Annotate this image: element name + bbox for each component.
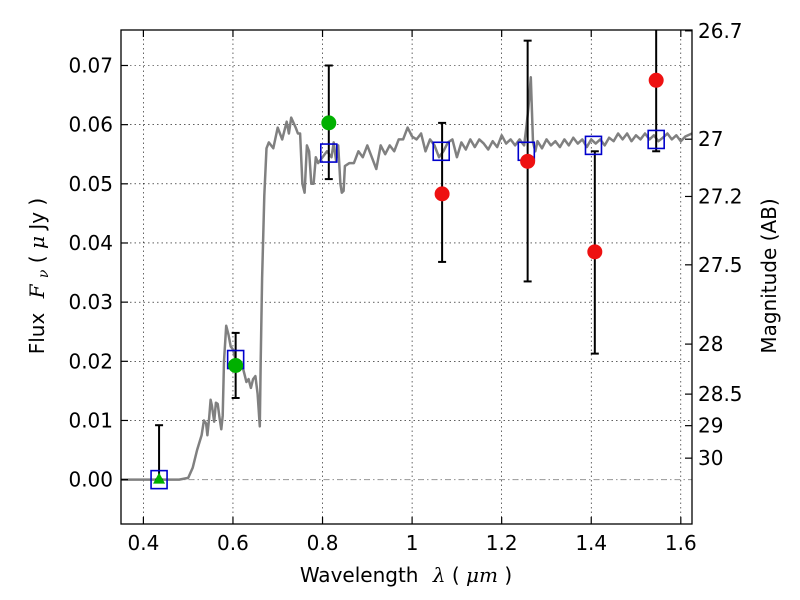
error-bars [155, 30, 661, 481]
x-tick-label: 1 [406, 531, 419, 555]
mag-tick-label: 27.5 [698, 253, 743, 277]
y-tick-label: 0.04 [68, 231, 113, 255]
x-tick-label: 0.4 [127, 531, 159, 555]
model-square-marker [584, 135, 603, 156]
y-tick-label: 0.00 [68, 468, 113, 492]
y-axis-label-open: ( [25, 249, 49, 263]
x-tick-label: 0.6 [217, 531, 249, 555]
sed-curve-layer [121, 76, 693, 481]
y-tick-label: 0.06 [68, 113, 113, 137]
y-axis-label-sub: ν [36, 269, 52, 278]
plot-frame [120, 29, 693, 525]
mag-tick-label: 27 [698, 127, 723, 151]
y-tick-label: 0.02 [68, 349, 113, 373]
y-axis-label-close: ) [25, 198, 49, 206]
mag-tick-label: 28 [698, 332, 723, 356]
y-axis-label-unit: μ [25, 236, 49, 249]
y-ticks: 0.00 0.01 0.02 0.03 0.04 0.05 0.06 0.07 [68, 53, 128, 492]
y-axis-label-symbol: F [25, 283, 49, 299]
y-tick-label: 0.05 [68, 172, 113, 196]
x-axis-label-close: ) [504, 563, 512, 587]
mag-tick-label: 27.2 [698, 184, 743, 208]
grid [121, 30, 692, 524]
y-axis-label: Flux F ν ( μ Jy ) [25, 198, 53, 355]
x-tick-label: 1.2 [486, 531, 518, 555]
y-tick-label: 0.01 [68, 408, 113, 432]
y-axis-label-prefix: Flux [25, 313, 49, 355]
x-axis-label-open: ( [452, 563, 460, 587]
observed-circle-marker [587, 244, 603, 260]
model-square-marker [647, 129, 665, 150]
observed-circle-marker [228, 357, 244, 373]
x-axis-label-prefix: Wavelength [300, 563, 419, 587]
model-square-marker [432, 141, 451, 162]
x-axis-label-symbol: λ [432, 563, 446, 587]
observed-circle-marker [321, 115, 337, 131]
observed-circle-marker [520, 153, 536, 169]
x-tick-label: 1.4 [575, 531, 607, 555]
observed-circle-marker [434, 186, 450, 202]
mag-tick-label: 30 [698, 446, 723, 470]
mag-tick-label: 28.5 [698, 382, 743, 406]
mag-tick-label: 26.7 [698, 19, 743, 43]
model-square-marker [319, 143, 338, 163]
x-ticks: 0.4 0.6 0.8 1 1.2 1.4 1.6 [127, 30, 697, 555]
observed-markers [153, 72, 664, 484]
y-axis-label-unit-rest: Jy [25, 212, 49, 232]
observed-triangle-marker [153, 472, 166, 484]
model-square-marker [150, 469, 168, 490]
x-tick-label: 0.8 [307, 531, 339, 555]
magnitude-axis-label: Magnitude (AB) [757, 198, 781, 353]
y-tick-label: 0.03 [68, 290, 113, 314]
x-tick-label: 1.6 [665, 531, 697, 555]
sed-curve [121, 76, 693, 481]
mag-ticks: 26.7 27 27.2 27.5 28 28.5 29 30 [685, 19, 743, 470]
observed-circle-marker [648, 72, 664, 88]
mag-tick-label: 29 [698, 414, 723, 438]
x-axis-label: Wavelength λ ( μm ) [300, 563, 512, 587]
model-markers [150, 129, 665, 490]
x-axis-label-unit: μm [466, 563, 498, 587]
y-tick-label: 0.07 [68, 53, 113, 77]
